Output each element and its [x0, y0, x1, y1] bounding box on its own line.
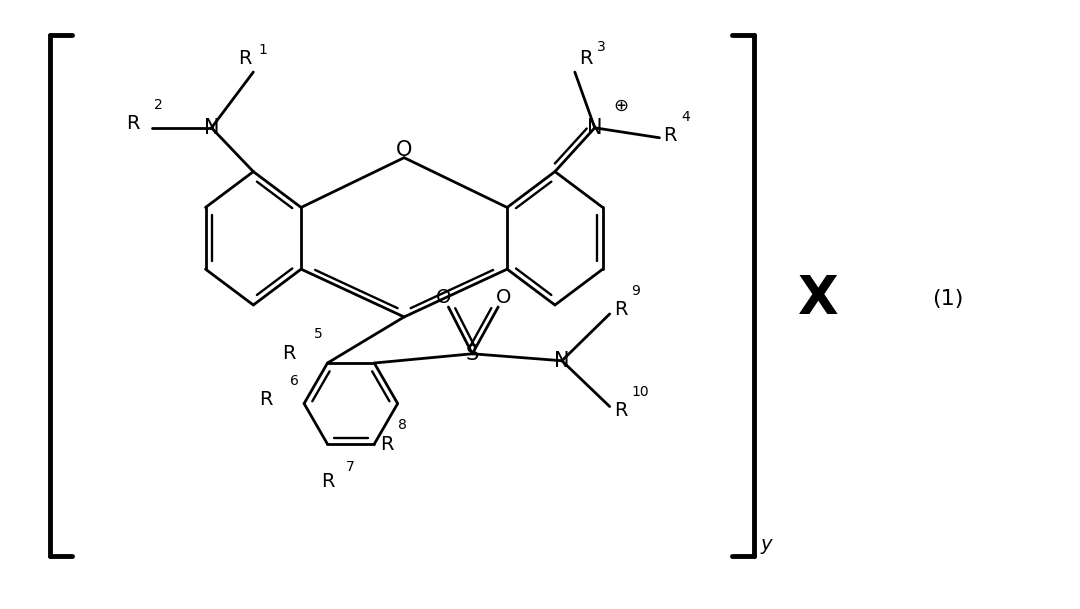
Text: X: X — [798, 273, 839, 325]
Text: y: y — [760, 535, 771, 554]
Text: 6: 6 — [291, 373, 299, 387]
Text: R: R — [259, 390, 272, 409]
Text: 3: 3 — [597, 40, 606, 54]
Text: 10: 10 — [632, 384, 649, 398]
Text: R: R — [321, 472, 334, 491]
Text: 5: 5 — [313, 327, 322, 341]
Text: 9: 9 — [632, 284, 640, 298]
Text: R: R — [663, 126, 677, 146]
Text: N: N — [204, 118, 219, 138]
Text: R: R — [238, 49, 252, 68]
Text: 8: 8 — [399, 418, 407, 432]
Text: R: R — [613, 401, 627, 420]
Text: 1: 1 — [258, 43, 267, 57]
Text: O: O — [396, 139, 413, 160]
Text: N: N — [588, 118, 603, 138]
Text: 7: 7 — [346, 460, 354, 474]
Text: 4: 4 — [681, 110, 690, 124]
Text: N: N — [554, 351, 569, 371]
Text: R: R — [282, 343, 296, 362]
Text: $\oplus$: $\oplus$ — [613, 97, 629, 115]
Text: R: R — [579, 49, 592, 68]
Text: O: O — [435, 287, 451, 306]
Text: 2: 2 — [153, 98, 162, 112]
Text: R: R — [126, 114, 139, 133]
Text: O: O — [496, 287, 511, 306]
Text: R: R — [613, 300, 627, 320]
Text: (1): (1) — [932, 289, 963, 309]
Text: S: S — [465, 343, 478, 364]
Text: R: R — [380, 435, 394, 454]
